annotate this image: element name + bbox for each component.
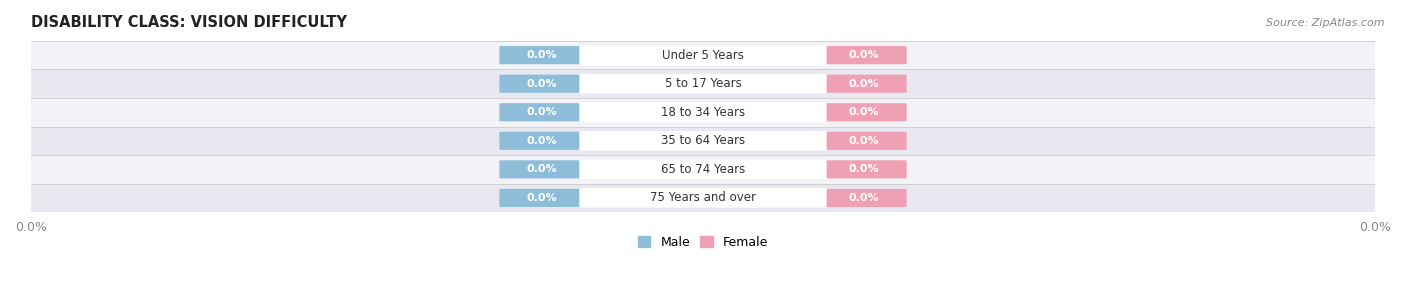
FancyBboxPatch shape xyxy=(499,189,583,207)
FancyBboxPatch shape xyxy=(823,189,907,207)
Bar xyxy=(31,184,1375,212)
Legend: Male, Female: Male, Female xyxy=(633,231,773,254)
FancyBboxPatch shape xyxy=(581,160,825,178)
FancyBboxPatch shape xyxy=(823,103,907,121)
FancyBboxPatch shape xyxy=(823,160,907,178)
Text: 18 to 34 Years: 18 to 34 Years xyxy=(661,106,745,119)
Text: 0.0%: 0.0% xyxy=(849,164,880,174)
Bar xyxy=(31,70,1375,98)
FancyBboxPatch shape xyxy=(823,75,907,93)
Bar xyxy=(31,41,1375,70)
Text: 0.0%: 0.0% xyxy=(849,136,880,146)
Bar xyxy=(31,98,1375,127)
FancyBboxPatch shape xyxy=(499,75,583,93)
FancyBboxPatch shape xyxy=(581,46,825,64)
FancyBboxPatch shape xyxy=(823,132,907,150)
Text: 0.0%: 0.0% xyxy=(526,164,557,174)
FancyBboxPatch shape xyxy=(823,46,907,64)
Bar xyxy=(31,127,1375,155)
Text: 0.0%: 0.0% xyxy=(849,50,880,60)
Bar xyxy=(31,155,1375,184)
Text: 0.0%: 0.0% xyxy=(526,136,557,146)
Text: 5 to 17 Years: 5 to 17 Years xyxy=(665,77,741,90)
FancyBboxPatch shape xyxy=(499,103,583,121)
FancyBboxPatch shape xyxy=(499,132,583,150)
FancyBboxPatch shape xyxy=(581,75,825,93)
Text: 0.0%: 0.0% xyxy=(526,79,557,89)
Text: 35 to 64 Years: 35 to 64 Years xyxy=(661,134,745,147)
Text: 0.0%: 0.0% xyxy=(526,50,557,60)
Text: 75 Years and over: 75 Years and over xyxy=(650,192,756,204)
Text: DISABILITY CLASS: VISION DIFFICULTY: DISABILITY CLASS: VISION DIFFICULTY xyxy=(31,15,347,30)
Text: Source: ZipAtlas.com: Source: ZipAtlas.com xyxy=(1267,18,1385,28)
FancyBboxPatch shape xyxy=(499,160,583,178)
Text: 65 to 74 Years: 65 to 74 Years xyxy=(661,163,745,176)
Text: 0.0%: 0.0% xyxy=(526,193,557,203)
Text: Under 5 Years: Under 5 Years xyxy=(662,49,744,62)
Text: 0.0%: 0.0% xyxy=(849,107,880,117)
FancyBboxPatch shape xyxy=(499,46,583,64)
Text: 0.0%: 0.0% xyxy=(849,193,880,203)
FancyBboxPatch shape xyxy=(581,103,825,121)
FancyBboxPatch shape xyxy=(581,189,825,207)
FancyBboxPatch shape xyxy=(581,132,825,150)
Text: 0.0%: 0.0% xyxy=(526,107,557,117)
Text: 0.0%: 0.0% xyxy=(849,79,880,89)
